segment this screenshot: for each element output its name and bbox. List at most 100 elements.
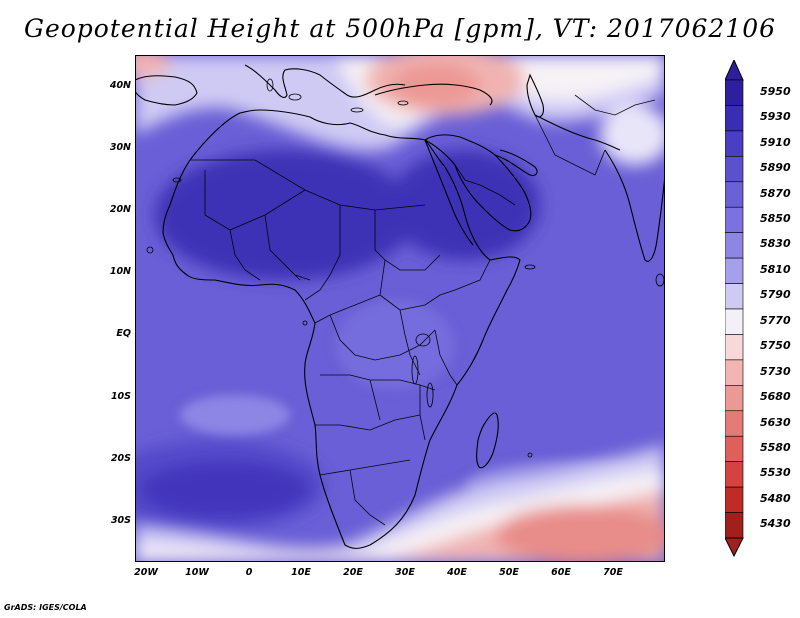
colorbar-cell-5680 <box>725 385 744 412</box>
coast-italy-balkans <box>244 64 406 99</box>
border-1 <box>190 159 426 211</box>
border-20 <box>229 229 261 281</box>
colorbar-label-5770: 5770 <box>760 313 791 327</box>
coastlines <box>135 64 665 549</box>
field-high-sahara <box>155 150 415 280</box>
border-8 <box>329 314 436 361</box>
field-low-turkey-core <box>390 63 480 107</box>
colorbar-label-5850: 5850 <box>760 211 791 225</box>
colorbar-cell-5790 <box>725 283 744 310</box>
border-21 <box>284 264 311 281</box>
colorbar-cell-5630 <box>725 410 744 437</box>
country-borders <box>190 94 656 526</box>
border-10 <box>315 414 421 431</box>
field-low-iberia <box>135 55 170 78</box>
colorbar-cell-5480 <box>725 486 744 513</box>
border-11 <box>319 459 411 476</box>
colorbar-cell-5430 <box>725 512 744 539</box>
coast-arabia <box>423 134 532 232</box>
island-socotra <box>524 264 536 270</box>
lon-label-30e: 30E <box>395 567 415 578</box>
lat-label-30n: 30N <box>109 142 131 153</box>
border-14 <box>434 329 458 386</box>
lat-label-40n: 40N <box>109 80 131 91</box>
border-18 <box>534 114 606 176</box>
island-mauritius <box>527 452 533 458</box>
island-canaries <box>172 177 182 183</box>
lat-label-10n: 10N <box>109 266 131 277</box>
colorbar-cell-5890 <box>725 156 744 183</box>
lat-label-20n: 20N <box>109 204 131 215</box>
colorbar-label-5830: 5830 <box>760 237 791 251</box>
lake-malawi <box>426 382 434 408</box>
colorbar-top-arrow <box>725 60 744 81</box>
colorbar-cell-5830 <box>725 232 744 259</box>
colorbar-bottom-arrow <box>725 537 744 558</box>
field-light-angola <box>180 395 290 435</box>
colorbar-cell-5810 <box>725 257 744 284</box>
island-crete <box>350 107 364 113</box>
island-bioko <box>302 320 308 326</box>
colorbar-cell-5870 <box>725 181 744 208</box>
colorbar-label-5580: 5580 <box>760 440 791 454</box>
colorbar-label-5480: 5480 <box>760 491 791 505</box>
lake-victoria <box>415 333 431 347</box>
colorbar-cell-5580 <box>725 435 744 462</box>
field-low-southern-ocean <box>495 505 665 562</box>
lon-label-20e: 20E <box>343 567 363 578</box>
chart-title: Geopotential Height at 500hPa [gpm], VT:… <box>23 14 777 43</box>
lat-label-20s: 20S <box>110 453 131 464</box>
lon-label-40e: 40E <box>447 567 467 578</box>
colorbar-label-5530: 5530 <box>760 466 791 480</box>
colorbar-cell-5850 <box>725 206 744 233</box>
colorbar-label-5890: 5890 <box>760 161 791 175</box>
colorbar-label-5790: 5790 <box>760 288 791 302</box>
coast-caspian <box>526 73 544 118</box>
border-5 <box>374 210 441 271</box>
colorbar-cell-5930 <box>725 105 744 132</box>
lon-label-0: 0 <box>245 567 253 578</box>
coast-red-sea <box>424 139 474 246</box>
colorbar-cell-5750 <box>725 334 744 361</box>
colorbar-label-5930: 5930 <box>760 110 791 124</box>
colorbar-label-5810: 5810 <box>760 262 791 276</box>
island-cyprus <box>397 100 409 106</box>
colorbar-cell-5950 <box>725 79 744 106</box>
lon-label-70e: 70E <box>603 567 623 578</box>
colorbar-label-5950: 5950 <box>760 84 791 98</box>
border-16 <box>419 385 426 441</box>
border-19 <box>574 94 656 116</box>
height-field-map <box>135 55 665 562</box>
lon-label-10e: 10E <box>291 567 311 578</box>
border-9 <box>320 374 436 391</box>
lat-label-30s: 30S <box>110 515 131 526</box>
colorbar-label-5870: 5870 <box>760 186 791 200</box>
lon-label-20w: 20W <box>134 567 158 578</box>
colorbar <box>725 60 744 558</box>
coast-turkey <box>374 83 493 106</box>
border-12 <box>349 469 386 526</box>
field-high-arabia <box>390 150 540 260</box>
border-13 <box>399 309 421 376</box>
lon-label-60e: 60E <box>551 567 571 578</box>
colorbar-label-5680: 5680 <box>760 390 791 404</box>
border-15 <box>369 379 381 421</box>
colorbar-cell-5530 <box>725 461 744 488</box>
island-cape-verde <box>146 246 154 254</box>
colorbar-cell-5910 <box>725 130 744 157</box>
lon-label-50e: 50E <box>499 567 519 578</box>
field-light-congo <box>335 300 455 390</box>
border-4 <box>304 205 341 301</box>
lakes-islands <box>146 78 665 458</box>
coast-india <box>604 149 665 262</box>
lat-label-10s: 10S <box>110 391 131 402</box>
coast-iran-pakistan <box>534 114 621 151</box>
colorbar-label-5630: 5630 <box>760 415 791 429</box>
border-17 <box>454 164 516 206</box>
colorbar-label-5750: 5750 <box>760 339 791 353</box>
colorbar-label-5730: 5730 <box>760 364 791 378</box>
island-sardinia <box>266 78 274 92</box>
lon-label-10w: 10W <box>185 567 209 578</box>
coast-iberia <box>135 75 198 106</box>
border-6 <box>314 259 386 324</box>
